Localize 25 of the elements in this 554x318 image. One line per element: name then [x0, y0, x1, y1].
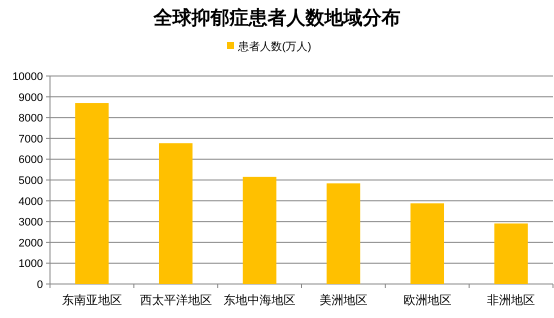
x-tick-label: 西太平洋地区	[140, 293, 212, 307]
y-tick-label: 2000	[18, 237, 43, 250]
x-tick-label: 欧洲地区	[403, 293, 452, 307]
y-tick-label: 10000	[12, 71, 43, 83]
bar	[242, 176, 276, 284]
legend-label: 患者人数(万人)	[237, 40, 312, 53]
x-tick-label: 东地中海地区	[224, 293, 296, 307]
y-tick-label: 7000	[18, 133, 43, 146]
bar	[410, 203, 444, 284]
y-tick-label: 9000	[18, 92, 43, 104]
x-tick-label: 东南亚地区	[62, 293, 122, 307]
x-tick-label: 美洲地区	[319, 293, 368, 307]
bar	[326, 183, 360, 284]
y-tick-label: 4000	[18, 196, 43, 208]
y-tick-label: 0	[36, 279, 43, 291]
y-tick-label: 8000	[18, 112, 43, 125]
x-tick-label: 非洲地区	[487, 293, 536, 307]
bar	[494, 223, 528, 284]
y-tick-label: 5000	[18, 175, 43, 187]
bar	[75, 103, 109, 284]
chart-title: 全球抑郁症患者人数地域分布	[152, 7, 400, 29]
y-tick-label: 1000	[18, 258, 43, 270]
y-tick-label: 3000	[18, 216, 43, 229]
y-tick-label: 6000	[18, 154, 43, 166]
bar	[158, 143, 193, 284]
